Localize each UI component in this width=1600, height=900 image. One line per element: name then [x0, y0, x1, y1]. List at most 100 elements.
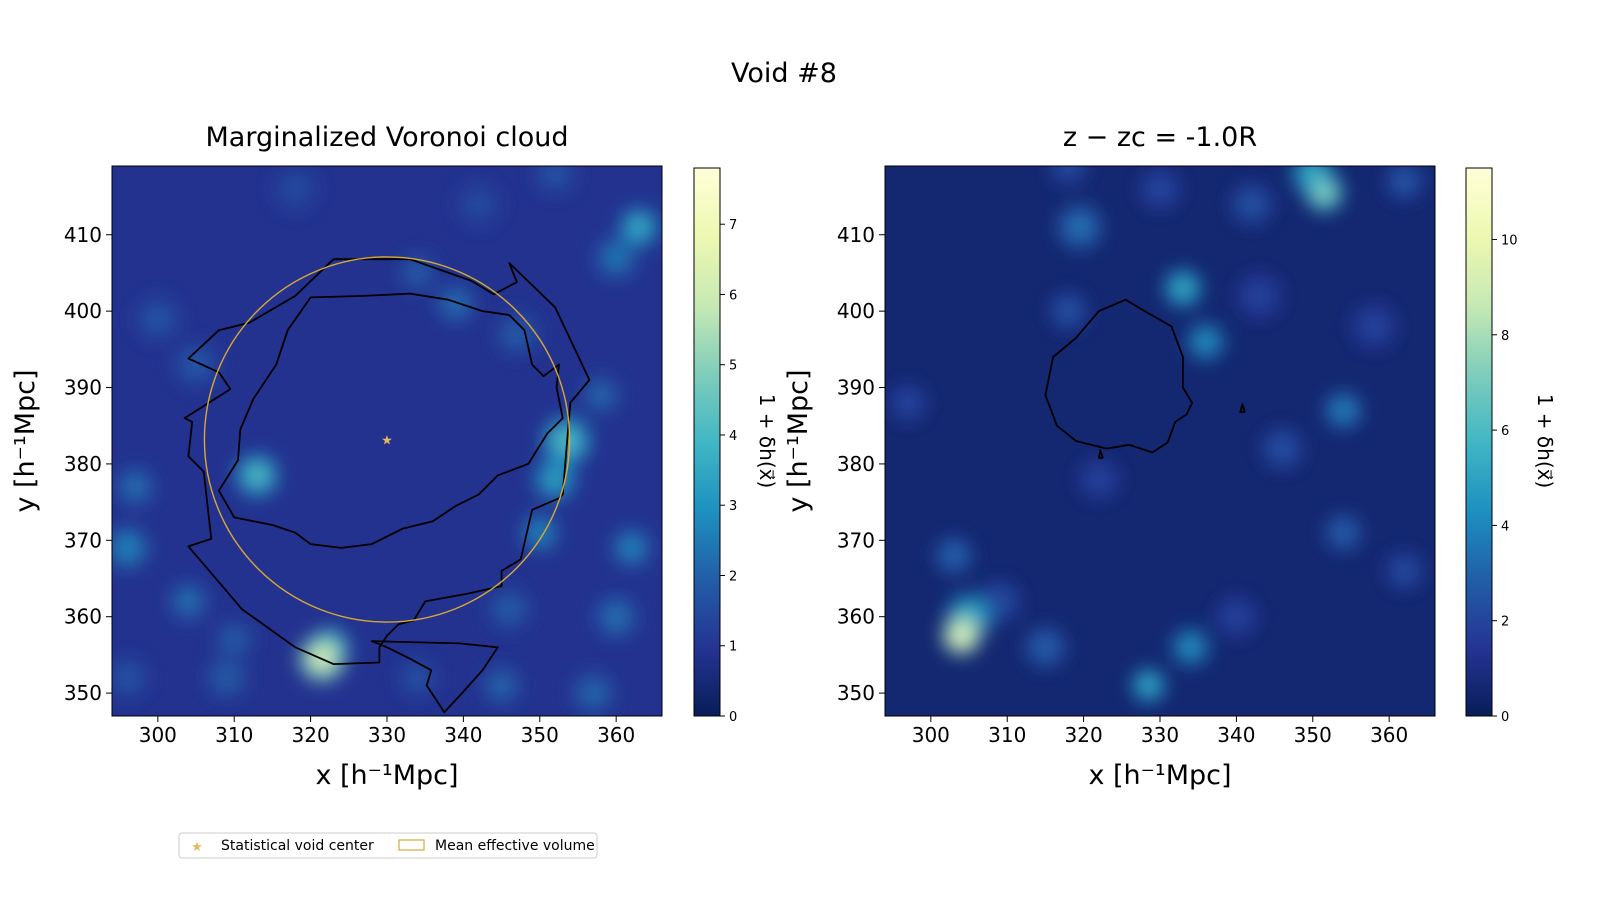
y-tick-label: 370	[837, 528, 875, 552]
density-blob-core	[1395, 172, 1414, 191]
density-blob-core	[530, 523, 549, 542]
legend-label-volume: Mean effective volume	[435, 838, 595, 854]
density-blob-core	[1362, 315, 1385, 338]
x-tick-label: 300	[139, 723, 177, 747]
y-axis-label: y [h⁻¹Mpc]	[783, 369, 814, 512]
y-tick-label: 390	[64, 376, 102, 400]
density-blob-core	[467, 193, 490, 216]
colorbar: 0 1 2 3 4 5 6 7 1 + δh(x⃗)	[693, 167, 779, 725]
density-blob-core	[1196, 332, 1216, 351]
y-tick-label: 350	[64, 681, 102, 705]
panel-2: 300 310 320 330 340 350 360 350 360 370 380 390 400 4…	[783, 122, 1557, 791]
density-blob-core	[408, 263, 427, 283]
density-blob-core	[629, 217, 649, 237]
x-axis-label: x [h⁻¹Mpc]	[315, 760, 458, 791]
density-blob-core	[1334, 523, 1353, 542]
void-contour	[1044, 298, 1193, 454]
colorbar-tick-label: 4	[729, 429, 737, 444]
x-tick-label: 330	[368, 723, 406, 747]
colorbar-tick-label: 8	[1501, 329, 1509, 344]
void-contour	[1098, 449, 1104, 459]
density-blob-core	[1241, 194, 1262, 215]
x-tick-label: 310	[988, 723, 1026, 747]
void-contour	[1239, 403, 1246, 413]
colorbar-tick-label: 10	[1501, 233, 1518, 248]
x-tick-label: 320	[1065, 723, 1103, 747]
density-blobs	[888, 166, 1424, 703]
y-tick-label: 360	[64, 605, 102, 629]
y-tick-label: 400	[64, 299, 102, 323]
density-blob-core	[216, 667, 237, 688]
colorbar-tick-label: 4	[1501, 519, 1509, 534]
heatmap	[885, 166, 1435, 716]
panel-title: z − zc = -1.0R	[1063, 122, 1257, 153]
void-contours	[1044, 298, 1246, 459]
density-blob-core	[1334, 401, 1353, 420]
density-blob-core	[225, 630, 244, 649]
colorbar-tick-label: 0	[729, 710, 737, 725]
mean-effective-volume-circle	[203, 256, 571, 623]
density-blob-core	[544, 469, 566, 490]
colorbar-tick-label: 2	[729, 569, 737, 584]
x-tick-label: 330	[1141, 723, 1179, 747]
void-center-star: ★	[381, 433, 393, 448]
y-tick-label: 410	[837, 223, 875, 247]
density-blob-core	[583, 683, 604, 704]
y-tick-label: 390	[837, 376, 875, 400]
x-tick-label: 340	[444, 723, 482, 747]
density-blob-core	[247, 465, 268, 486]
density-blob-core	[1068, 216, 1091, 239]
colorbar-tick-label: 0	[1501, 710, 1509, 725]
density-blob-core	[1088, 469, 1109, 490]
density-blob-core	[125, 477, 145, 497]
legend-rect-icon	[398, 839, 425, 851]
density-blob-core	[1149, 178, 1171, 200]
density-blob-core	[146, 307, 169, 330]
density-blob-core	[499, 598, 520, 620]
colorbar-tick-label: 5	[729, 359, 737, 374]
colorbar-gradient	[1465, 167, 1493, 717]
panel-title: Marginalized Voronoi cloud	[205, 122, 568, 153]
colorbar-tick-label: 1	[729, 640, 737, 655]
density-blob-core	[1315, 183, 1334, 202]
density-blob-core	[179, 592, 198, 611]
y-tick-label: 380	[64, 452, 102, 476]
heatmap	[112, 166, 662, 716]
x-tick-label: 300	[912, 723, 950, 747]
legend-label-center: Statistical void center	[221, 838, 374, 854]
density-blob-core	[1248, 284, 1271, 307]
density-blob-core	[898, 393, 918, 412]
colorbar-tick-label: 6	[1501, 424, 1509, 439]
colorbar-tick-label: 2	[1501, 615, 1509, 630]
x-tick-label: 320	[292, 723, 330, 747]
y-tick-label: 380	[837, 452, 875, 476]
y-tick-label: 400	[837, 299, 875, 323]
density-blob-core	[446, 294, 465, 313]
colorbar-label: 1 + δh(x⃗)	[755, 394, 779, 489]
density-blob-core	[1140, 677, 1157, 694]
density-blob-core	[117, 667, 138, 688]
colorbar-tick-label: 6	[729, 288, 737, 303]
density-blob	[1049, 166, 1088, 186]
panel-1: ★300 310 320 330 340 350 360350360370380390400…	[10, 122, 779, 791]
void-contours	[183, 258, 591, 714]
density-blob-core	[284, 177, 307, 200]
density-blob-core	[606, 247, 627, 268]
density-blob-core	[622, 538, 641, 558]
density-blob-core	[952, 626, 971, 645]
x-tick-label: 340	[1217, 723, 1255, 747]
density-blob-core	[408, 668, 427, 687]
y-tick-label: 360	[837, 605, 875, 629]
density-blob-core	[506, 323, 527, 345]
density-blob-core	[606, 606, 627, 627]
density-blob-core	[544, 166, 566, 184]
y-tick-label: 370	[64, 528, 102, 552]
legend-star-icon: ★	[191, 840, 203, 855]
colorbar-tick-label: 7	[729, 218, 737, 233]
density-blob-core	[1173, 279, 1193, 298]
density-blob-core	[591, 386, 611, 405]
void-contour	[370, 640, 499, 714]
void-contour	[183, 258, 591, 665]
density-blob-core	[1035, 637, 1056, 658]
density-blob-core	[492, 676, 511, 695]
